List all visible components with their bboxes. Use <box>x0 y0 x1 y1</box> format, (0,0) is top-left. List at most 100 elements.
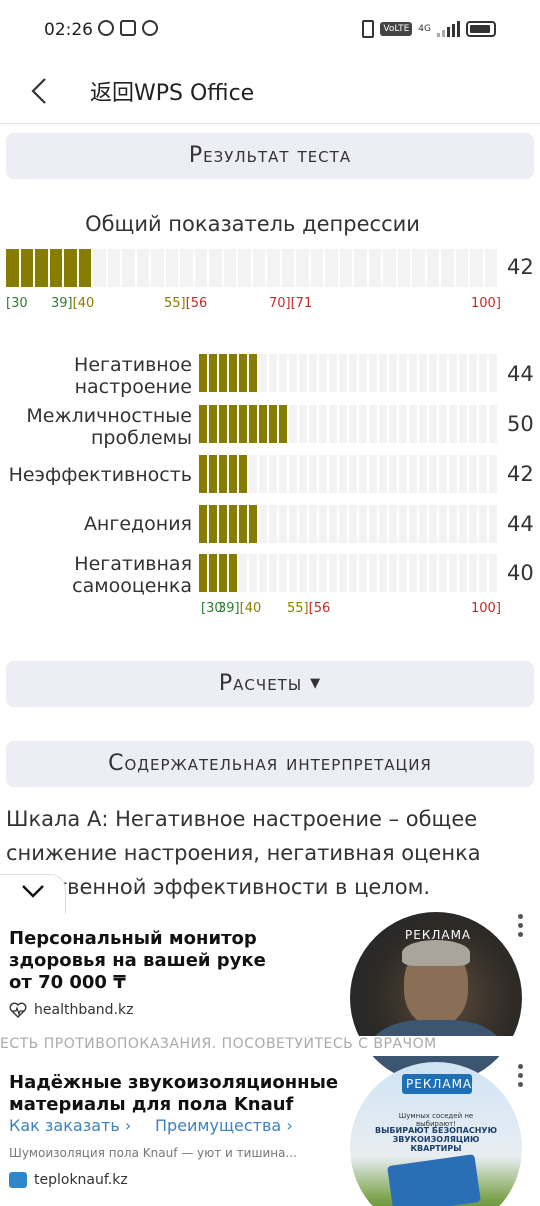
bar-segment-filled <box>199 405 207 443</box>
nav-bar: 返回WPS Office <box>0 60 540 124</box>
bar-segment <box>455 249 468 287</box>
bar-segment-filled <box>209 455 217 493</box>
heart-pulse-icon <box>9 1002 27 1018</box>
subscale-value: 44 <box>507 512 534 536</box>
bar-segment <box>299 554 307 592</box>
bar-segment <box>310 249 323 287</box>
scale-label: 39][40 <box>51 296 95 311</box>
bar-segment-filled <box>219 354 227 392</box>
ad2-more-icon[interactable] <box>515 1064 525 1091</box>
bar-segment <box>479 405 487 443</box>
ad1-more-icon[interactable] <box>515 914 525 941</box>
bar-segment <box>419 505 427 543</box>
bar-segment <box>289 554 297 592</box>
bar-segment <box>339 249 352 287</box>
subscale-bar <box>199 405 499 443</box>
ad2-link-order[interactable]: Как заказать › <box>9 1116 132 1135</box>
nav-title[interactable]: 返回WPS Office <box>90 81 255 106</box>
bar-segment <box>299 455 307 493</box>
bar-segment <box>359 455 367 493</box>
ad2-link-benefits[interactable]: Преимущества › <box>155 1116 293 1135</box>
bar-segment <box>409 455 417 493</box>
bar-segment <box>479 354 487 392</box>
bar-segment <box>449 554 457 592</box>
bar-segment <box>339 455 347 493</box>
bar-segment-filled <box>239 505 247 543</box>
bar-segment <box>299 505 307 543</box>
battery-icon <box>466 21 496 37</box>
ad-collapse-button[interactable] <box>0 874 66 914</box>
bar-segment <box>439 455 447 493</box>
scale-label: 100] <box>471 601 501 616</box>
bar-segment <box>409 554 417 592</box>
ad2-product-shape <box>387 1154 481 1206</box>
bar-segment <box>289 405 297 443</box>
bar-segment-filled <box>229 405 237 443</box>
status-icons-left <box>98 20 158 36</box>
bar-segment <box>269 455 277 493</box>
status-icons-right: VoLTE 4G <box>362 20 496 38</box>
bar-segment <box>369 354 377 392</box>
back-arrow-icon[interactable] <box>28 76 52 106</box>
bar-segment <box>379 505 387 543</box>
ad2-subtitle: Шумоизоляция пола Knauf — уют и тишина..… <box>9 1146 297 1160</box>
ad2-image[interactable]: РЕКЛАМА Шумных соседей не выбирают! ВЫБИ… <box>350 1062 522 1206</box>
subscale-bar <box>199 554 499 592</box>
bar-segment <box>469 505 477 543</box>
bar-segment <box>289 455 297 493</box>
ad2-domain[interactable]: teploknauf.kz <box>34 1172 128 1188</box>
bar-segment-filled <box>279 405 287 443</box>
scale-label: [30 <box>6 296 28 311</box>
bar-segment <box>299 354 307 392</box>
bar-segment <box>399 554 407 592</box>
bar-segment <box>249 455 257 493</box>
bar-segment <box>239 554 247 592</box>
bar-segment <box>238 249 251 287</box>
ad2-title[interactable]: Надёжные звукоизоляционные материалы для… <box>9 1072 339 1115</box>
bar-segment <box>329 505 337 543</box>
bar-segment <box>269 554 277 592</box>
bar-segment <box>419 354 427 392</box>
bar-segment <box>309 505 317 543</box>
bar-segment <box>329 554 337 592</box>
bar-segment <box>439 405 447 443</box>
ad1-image[interactable]: РЕКЛАМА <box>350 912 522 1084</box>
scale-label: 100] <box>471 296 501 311</box>
bar-segment <box>259 554 267 592</box>
bar-segment <box>399 354 407 392</box>
calculations-toggle[interactable]: Расчеты ▼ <box>6 661 534 707</box>
bar-segment <box>419 405 427 443</box>
bar-segment-filled <box>209 405 217 443</box>
bar-segment <box>289 505 297 543</box>
bar-segment <box>379 455 387 493</box>
alarm-icon <box>142 20 158 36</box>
bar-segment <box>223 249 236 287</box>
ad1-domain[interactable]: healthband.kz <box>34 1002 134 1018</box>
vibrate-icon <box>362 20 375 38</box>
bar-segment <box>489 405 497 443</box>
bar-segment <box>296 249 309 287</box>
bar-segment <box>470 249 483 287</box>
bar-segment <box>339 354 347 392</box>
calculations-label: Расчеты <box>218 671 303 696</box>
bar-segment-filled <box>249 354 257 392</box>
bar-segment <box>325 249 338 287</box>
bar-segment <box>349 455 357 493</box>
bar-segment <box>429 455 437 493</box>
nfc-icon <box>120 20 136 36</box>
bar-segment <box>459 554 467 592</box>
bar-segment <box>359 354 367 392</box>
ad1-badge: РЕКЛАМА <box>405 928 472 942</box>
bar-segment <box>165 249 178 287</box>
bar-segment <box>459 505 467 543</box>
bar-segment <box>429 354 437 392</box>
bar-segment <box>309 354 317 392</box>
eye-icon <box>98 20 114 36</box>
ad1-title[interactable]: Персональный монитор здоровья на вашей р… <box>9 928 266 993</box>
bar-segment <box>209 249 222 287</box>
bar-segment-filled <box>219 554 227 592</box>
bar-segment-filled <box>239 405 247 443</box>
subscale-bar <box>199 505 499 543</box>
bar-segment <box>329 354 337 392</box>
bar-segment <box>319 405 327 443</box>
